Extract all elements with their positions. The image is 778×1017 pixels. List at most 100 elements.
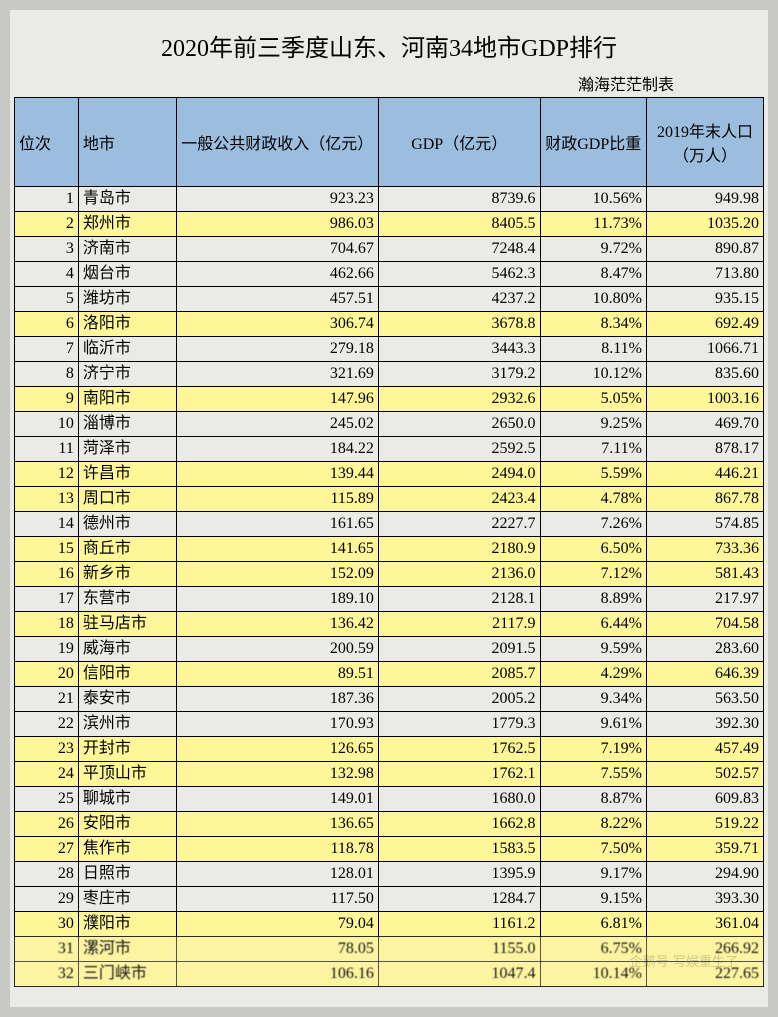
cell-city: 聊城市: [78, 787, 176, 812]
cell-ratio: 9.34%: [540, 687, 646, 712]
cell-city: 滨州市: [78, 712, 176, 737]
cell-pop: 1003.16: [646, 387, 763, 412]
cell-rank: 15: [15, 537, 79, 562]
cell-rank: 31: [15, 937, 79, 962]
cell-rev: 306.74: [176, 312, 378, 337]
cell-rank: 3: [15, 237, 79, 262]
table-row: 16新乡市152.092136.07.12%581.43: [15, 562, 764, 587]
cell-city: 潍坊市: [78, 287, 176, 312]
cell-pop: 393.30: [646, 887, 763, 912]
cell-gdp: 2117.9: [378, 612, 540, 637]
table-row: 1青岛市923.238739.610.56%949.98: [15, 187, 764, 212]
cell-rank: 5: [15, 287, 79, 312]
cell-rank: 11: [15, 437, 79, 462]
cell-ratio: 8.87%: [540, 787, 646, 812]
table-row: 17东营市189.102128.18.89%217.97: [15, 587, 764, 612]
cell-pop: 1066.71: [646, 337, 763, 362]
cell-pop: 609.83: [646, 787, 763, 812]
cell-gdp: 3179.2: [378, 362, 540, 387]
cell-ratio: 9.25%: [540, 412, 646, 437]
table-row: 23开封市126.651762.57.19%457.49: [15, 737, 764, 762]
table-row: 12许昌市139.442494.05.59%446.21: [15, 462, 764, 487]
cell-pop: 519.22: [646, 812, 763, 837]
cell-ratio: 10.14%: [540, 962, 646, 987]
cell-ratio: 7.11%: [540, 437, 646, 462]
col-city: 地市: [78, 98, 176, 187]
table-row: 7临沂市279.183443.38.11%1066.71: [15, 337, 764, 362]
cell-ratio: 8.34%: [540, 312, 646, 337]
cell-ratio: 9.72%: [540, 237, 646, 262]
cell-pop: 890.87: [646, 237, 763, 262]
table-row: 28日照市128.011395.99.17%294.90: [15, 862, 764, 887]
cell-gdp: 8739.6: [378, 187, 540, 212]
cell-city: 安阳市: [78, 812, 176, 837]
cell-rev: 279.18: [176, 337, 378, 362]
cell-rev: 139.44: [176, 462, 378, 487]
cell-rev: 115.89: [176, 487, 378, 512]
cell-rev: 184.22: [176, 437, 378, 462]
cell-gdp: 1583.5: [378, 837, 540, 862]
cell-rank: 13: [15, 487, 79, 512]
cell-ratio: 9.59%: [540, 637, 646, 662]
cell-ratio: 9.15%: [540, 887, 646, 912]
cell-rev: 141.65: [176, 537, 378, 562]
cell-rank: 7: [15, 337, 79, 362]
cell-rev: 89.51: [176, 662, 378, 687]
cell-city: 青岛市: [78, 187, 176, 212]
table-row: 15商丘市141.652180.96.50%733.36: [15, 537, 764, 562]
cell-ratio: 9.17%: [540, 862, 646, 887]
table-body: 1青岛市923.238739.610.56%949.982郑州市986.0384…: [15, 187, 764, 987]
cell-pop: 457.49: [646, 737, 763, 762]
col-population: 2019年末人口（万人）: [646, 98, 763, 187]
cell-pop: 361.04: [646, 912, 763, 937]
cell-rev: 245.02: [176, 412, 378, 437]
cell-ratio: 7.55%: [540, 762, 646, 787]
cell-gdp: 1161.2: [378, 912, 540, 937]
table-row: 22滨州市170.931779.39.61%392.30: [15, 712, 764, 737]
cell-city: 淄博市: [78, 412, 176, 437]
cell-gdp: 1047.4: [378, 962, 540, 987]
cell-rev: 152.09: [176, 562, 378, 587]
cell-city: 德州市: [78, 512, 176, 537]
cell-gdp: 1762.1: [378, 762, 540, 787]
cell-rev: 149.01: [176, 787, 378, 812]
cell-rev: 136.42: [176, 612, 378, 637]
cell-city: 濮阳市: [78, 912, 176, 937]
cell-gdp: 4237.2: [378, 287, 540, 312]
cell-pop: 646.39: [646, 662, 763, 687]
col-ratio: 财政GDP比重: [540, 98, 646, 187]
cell-rev: 200.59: [176, 637, 378, 662]
cell-pop: 949.98: [646, 187, 763, 212]
col-rank: 位次: [15, 98, 79, 187]
cell-gdp: 2932.6: [378, 387, 540, 412]
table-row: 2郑州市986.038405.511.73%1035.20: [15, 212, 764, 237]
cell-rank: 29: [15, 887, 79, 912]
cell-city: 日照市: [78, 862, 176, 887]
cell-city: 三门峡市: [78, 962, 176, 987]
cell-pop: 713.80: [646, 262, 763, 287]
cell-city: 济南市: [78, 237, 176, 262]
cell-pop: 502.57: [646, 762, 763, 787]
cell-pop: 581.43: [646, 562, 763, 587]
cell-rank: 18: [15, 612, 79, 637]
cell-pop: 392.30: [646, 712, 763, 737]
page-container: 2020年前三季度山东、河南34地市GDP排行 瀚海茫茫制表 位次 地市 一般公…: [10, 10, 768, 1007]
cell-gdp: 1155.0: [378, 937, 540, 962]
cell-gdp: 2091.5: [378, 637, 540, 662]
cell-ratio: 5.59%: [540, 462, 646, 487]
table-credit: 瀚海茫茫制表: [14, 71, 764, 97]
cell-rev: 128.01: [176, 862, 378, 887]
table-row: 14德州市161.652227.77.26%574.85: [15, 512, 764, 537]
cell-gdp: 3678.8: [378, 312, 540, 337]
cell-city: 东营市: [78, 587, 176, 612]
cell-pop: 574.85: [646, 512, 763, 537]
cell-ratio: 9.61%: [540, 712, 646, 737]
cell-gdp: 2494.0: [378, 462, 540, 487]
cell-city: 烟台市: [78, 262, 176, 287]
cell-gdp: 2136.0: [378, 562, 540, 587]
table-row: 29枣庄市117.501284.79.15%393.30: [15, 887, 764, 912]
cell-gdp: 2128.1: [378, 587, 540, 612]
cell-ratio: 10.56%: [540, 187, 646, 212]
table-row: 9南阳市147.962932.65.05%1003.16: [15, 387, 764, 412]
cell-pop: 469.70: [646, 412, 763, 437]
